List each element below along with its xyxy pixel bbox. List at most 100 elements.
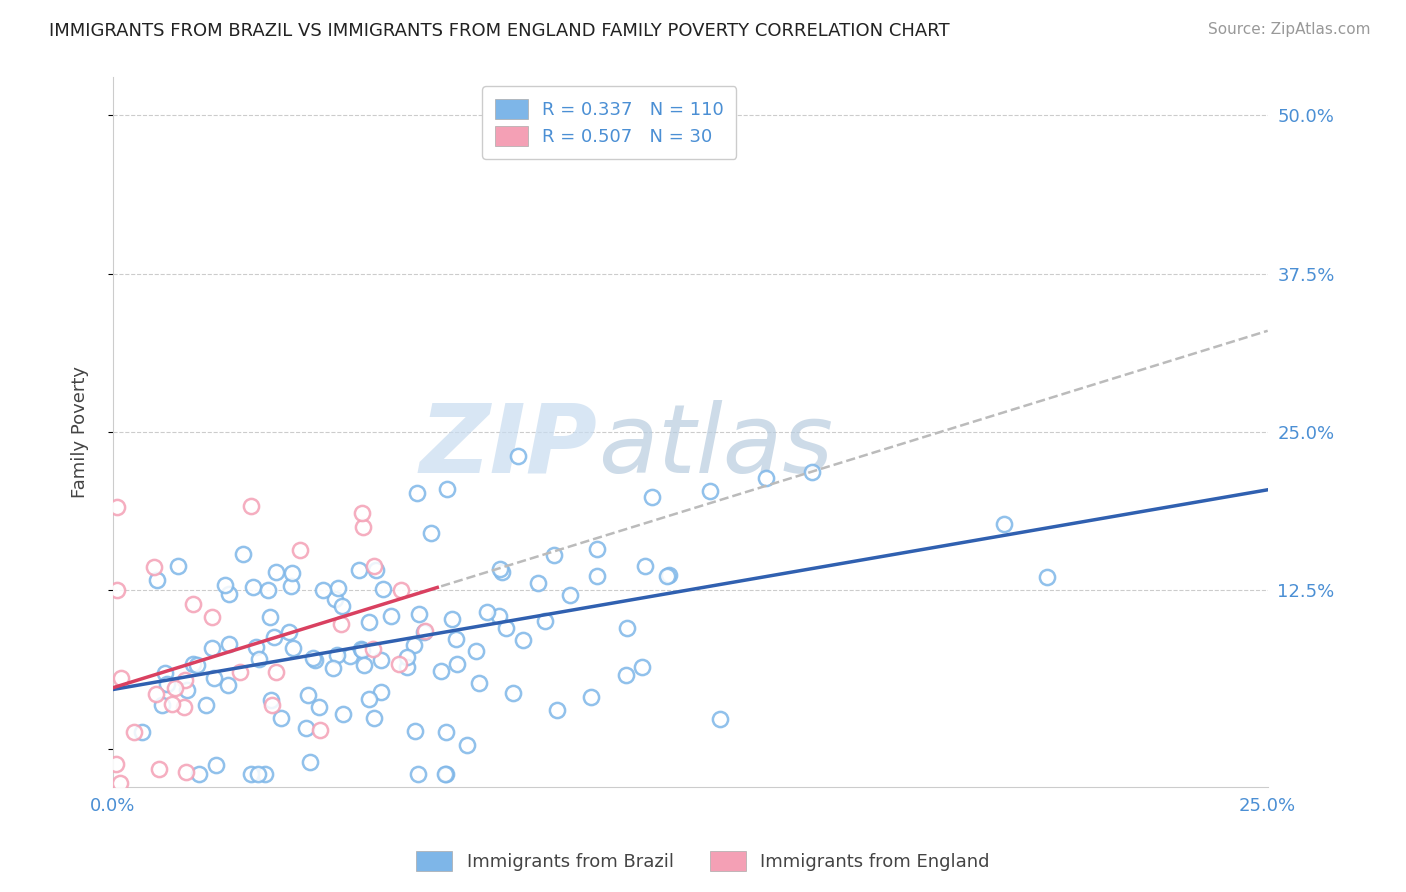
Point [330, 599, 353, 613]
Point [755, 471, 778, 485]
Point [329, 616, 352, 631]
Point [546, 703, 568, 717]
Point [110, 671, 132, 685]
Point [363, 559, 385, 574]
Point [195, 698, 218, 712]
Point [323, 591, 346, 606]
Point [308, 700, 330, 714]
Point [658, 567, 681, 582]
Point [429, 664, 451, 678]
Point [370, 653, 392, 667]
Point [131, 724, 153, 739]
Point [699, 484, 721, 499]
Point [264, 665, 287, 679]
Point [380, 609, 402, 624]
Point [406, 767, 429, 781]
Point [266, 565, 288, 579]
Text: atlas: atlas [598, 400, 832, 492]
Point [434, 767, 457, 781]
Point [436, 482, 458, 496]
Point [395, 649, 418, 664]
Point [166, 559, 188, 574]
Point [153, 665, 176, 680]
Point [408, 607, 430, 622]
Point [332, 707, 354, 722]
Point [260, 693, 283, 707]
Point [328, 581, 350, 595]
Point [412, 624, 434, 639]
Point [363, 711, 385, 725]
Point [534, 615, 557, 629]
Y-axis label: Family Poverty: Family Poverty [72, 366, 89, 498]
Point [257, 582, 280, 597]
Point [444, 632, 467, 646]
Point [586, 541, 609, 556]
Point [404, 724, 426, 739]
Text: Source: ZipAtlas.com: Source: ZipAtlas.com [1208, 22, 1371, 37]
Point [616, 667, 638, 681]
Point [181, 597, 204, 611]
Point [253, 767, 276, 781]
Point [475, 605, 498, 619]
Point [240, 767, 263, 781]
Point [181, 657, 204, 671]
Point [309, 723, 332, 738]
Point [655, 569, 678, 583]
Point [415, 624, 437, 638]
Point [187, 767, 209, 781]
Point [495, 621, 517, 635]
Point [352, 520, 374, 534]
Point [993, 516, 1015, 531]
Point [616, 621, 638, 635]
Point [229, 665, 252, 679]
Point [361, 641, 384, 656]
Point [288, 542, 311, 557]
Point [433, 767, 456, 781]
Point [347, 563, 370, 577]
Point [299, 756, 322, 770]
Point [364, 563, 387, 577]
Point [122, 724, 145, 739]
Point [353, 657, 375, 672]
Legend: R = 0.337   N = 110, R = 0.507   N = 30: R = 0.337 N = 110, R = 0.507 N = 30 [482, 87, 737, 159]
Point [709, 712, 731, 726]
Point [145, 573, 167, 587]
Point [440, 612, 463, 626]
Point [508, 449, 530, 463]
Point [278, 625, 301, 640]
Point [586, 569, 609, 583]
Point [488, 609, 510, 624]
Point [641, 490, 664, 504]
Text: ZIP: ZIP [420, 400, 598, 492]
Point [214, 578, 236, 592]
Point [242, 580, 264, 594]
Point [263, 630, 285, 644]
Point [560, 587, 582, 601]
Point [245, 640, 267, 654]
Point [465, 644, 488, 658]
Point [446, 657, 468, 671]
Legend: Immigrants from Brazil, Immigrants from England: Immigrants from Brazil, Immigrants from … [409, 844, 997, 879]
Point [105, 500, 128, 515]
Point [201, 609, 224, 624]
Point [176, 683, 198, 698]
Point [142, 560, 165, 574]
Point [634, 558, 657, 573]
Point [396, 660, 419, 674]
Point [259, 610, 281, 624]
Point [156, 677, 179, 691]
Point [370, 685, 392, 699]
Point [174, 673, 197, 687]
Point [163, 681, 186, 695]
Point [108, 776, 131, 790]
Point [218, 637, 240, 651]
Point [297, 688, 319, 702]
Point [543, 548, 565, 562]
Point [359, 692, 381, 706]
Point [270, 711, 292, 725]
Point [456, 738, 478, 752]
Point [326, 648, 349, 662]
Point [419, 526, 441, 541]
Point [800, 465, 823, 479]
Point [488, 561, 510, 575]
